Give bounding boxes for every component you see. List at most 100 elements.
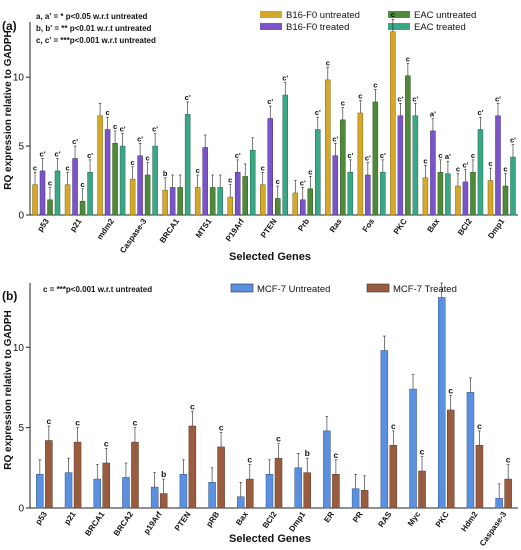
significance-label: b	[163, 169, 168, 178]
bar	[72, 158, 78, 216]
bar	[64, 472, 73, 509]
bar	[365, 174, 371, 216]
significance-label: c'	[120, 125, 126, 134]
significance-label: c	[477, 421, 482, 431]
panel-b-label: (b)	[2, 289, 17, 303]
bar	[87, 172, 93, 216]
bar	[351, 488, 360, 509]
x-tick-label: PTEN	[173, 510, 193, 533]
x-tick-label: RAS	[376, 509, 393, 529]
bar	[300, 199, 306, 216]
significance-label: c'	[365, 154, 371, 163]
significance-label: c'	[315, 108, 321, 117]
significance-label: c	[391, 421, 396, 431]
significance-label: c'	[72, 137, 78, 146]
significance-label: c'	[282, 74, 288, 83]
x-tick-label: Hdm2	[459, 510, 479, 534]
x-tick-label: P19Arf	[224, 217, 246, 244]
bar	[307, 188, 314, 216]
significance-label: c	[146, 154, 150, 163]
x-tick-label: Caspase-3	[118, 217, 149, 255]
x-tick-label: p53	[34, 510, 50, 527]
significance-label: c	[80, 180, 84, 189]
bar	[502, 185, 509, 216]
bar	[36, 474, 44, 509]
bar	[260, 184, 266, 216]
bar	[179, 474, 188, 509]
bar	[430, 130, 436, 216]
bar	[122, 477, 130, 509]
bar	[380, 172, 386, 216]
bar	[340, 119, 346, 216]
significance-label: c'	[477, 108, 483, 117]
significance-label: c	[33, 163, 37, 172]
bar	[177, 187, 183, 216]
panel-a-note-3: c, c' = ***p<0.001 w.r.t untreated	[36, 36, 156, 45]
panel-b-legend: MCF-7 Untreated MCF-7 Treated	[230, 283, 457, 295]
significance-label: c'	[235, 151, 241, 160]
significance-label: c	[471, 151, 475, 160]
bar	[422, 177, 429, 216]
bar	[397, 115, 404, 216]
bar	[102, 462, 111, 509]
bar	[466, 392, 475, 509]
significance-label: c	[358, 92, 362, 101]
x-tick-label: pRB	[204, 510, 221, 529]
legend-label-b16-untreated: B16-F0 untreated	[286, 10, 360, 21]
bar	[405, 75, 411, 216]
significance-label: c	[46, 416, 51, 426]
panel-b-plot: 0 5 10 c p53 c p21 c BRCA1 c BRCA2 b p19Arf c PTEN c pRB…	[13, 282, 518, 548]
y-tick-label: 5	[18, 142, 24, 153]
significance-label: c	[503, 165, 507, 174]
bar	[360, 490, 369, 509]
bar	[234, 172, 241, 216]
bar	[504, 478, 512, 509]
bar	[93, 478, 102, 509]
x-tick-label: mdm2	[95, 217, 116, 242]
significance-label: b	[161, 469, 166, 479]
bar	[150, 486, 159, 509]
significance-label: c	[506, 455, 511, 465]
significance-label: c	[448, 386, 453, 396]
y-tick-label: 10	[13, 73, 25, 84]
y-tick-label: 0	[18, 211, 24, 222]
significance-label: c'	[397, 94, 403, 103]
x-tick-label: Dmp1	[486, 217, 506, 241]
significance-label: c'	[185, 93, 191, 102]
legend-swatch-mcf7-untreated	[230, 283, 254, 293]
significance-label: c	[406, 54, 410, 63]
legend-swatch-mcf7-treated	[366, 283, 390, 293]
bar	[475, 445, 484, 509]
panel-b: (b) RQ expression relative to GADPH Sele…	[2, 282, 518, 548]
x-tick-label: ER	[322, 510, 336, 524]
bar	[380, 350, 389, 509]
significance-label: c	[75, 418, 80, 428]
bar	[246, 478, 254, 509]
bar	[347, 172, 354, 216]
significance-label: c'	[332, 134, 338, 143]
significance-label: c	[326, 58, 330, 67]
x-tick-label: Myc	[406, 510, 423, 528]
bar	[418, 470, 426, 509]
bar	[412, 115, 419, 216]
significance-label: c	[65, 163, 69, 172]
legend-label-mcf7-treated: MCF-7 Treated	[393, 284, 457, 295]
x-tick-label: Bax	[234, 510, 250, 528]
bar	[119, 145, 126, 216]
x-tick-label: p21	[62, 510, 78, 527]
x-tick-label: PKC	[392, 217, 409, 236]
significance-label: c'	[137, 134, 143, 143]
significance-label: c	[131, 158, 135, 167]
bar	[265, 474, 274, 509]
bar	[129, 178, 136, 216]
bar	[188, 425, 197, 509]
panel-a-ylabel: RQ expression relative to GADPH	[3, 30, 14, 190]
bar	[495, 115, 501, 216]
x-tick-label: Bax	[426, 217, 442, 235]
x-tick-label: BRCA2	[112, 510, 135, 538]
bar	[332, 474, 340, 509]
bar	[237, 496, 245, 509]
significance-label: c	[341, 98, 345, 107]
bar	[282, 94, 288, 216]
legend-swatch-eac-treated	[388, 23, 410, 30]
